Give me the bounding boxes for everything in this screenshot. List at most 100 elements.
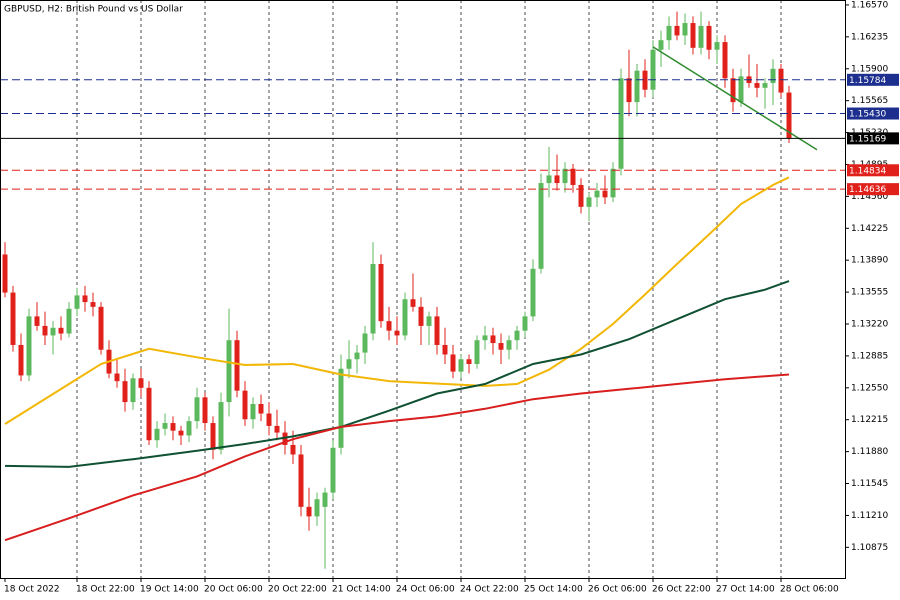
level-label: 1.14834 xyxy=(849,166,886,176)
candle-body xyxy=(210,423,216,450)
candle-body xyxy=(706,25,712,50)
candle-body xyxy=(410,299,416,307)
candle-body xyxy=(682,23,688,36)
candle-body xyxy=(314,499,320,517)
candle-body xyxy=(378,264,384,322)
plot-area xyxy=(0,0,845,578)
level-label-box xyxy=(847,183,899,196)
candle-body xyxy=(594,190,600,198)
candle-body xyxy=(250,404,256,420)
candle-body xyxy=(610,168,616,198)
candle-body xyxy=(538,183,544,269)
candle-body xyxy=(698,25,704,48)
chart-title: GBPUSD, H2: British Pound vs US Dollar xyxy=(4,5,183,15)
y-tick-label: 1.16235 xyxy=(851,32,888,42)
level-label: 1.15169 xyxy=(849,134,886,144)
candle-body xyxy=(626,78,632,103)
plot-border xyxy=(0,0,846,579)
x-tick-label: 19 Oct 14:00 xyxy=(140,585,199,595)
candle-body xyxy=(554,175,560,184)
candle-body xyxy=(114,373,120,382)
candle-body xyxy=(602,190,608,198)
candle-body xyxy=(306,506,312,517)
x-tick-label: 20 Oct 06:00 xyxy=(204,585,263,595)
candle-body xyxy=(154,428,160,441)
x-tick-label: 24 Oct 06:00 xyxy=(396,585,455,595)
level-label: 1.15784 xyxy=(849,76,886,86)
candle-body xyxy=(442,344,448,355)
candle-body xyxy=(434,316,440,345)
candle-body xyxy=(530,268,536,317)
level-label-box xyxy=(847,73,899,86)
candle-body xyxy=(226,340,232,403)
y-tick-label: 1.13220 xyxy=(851,320,888,330)
x-tick-label: 28 Oct 06:00 xyxy=(780,585,839,595)
y-tick-label: 1.15565 xyxy=(851,96,888,106)
y-tick-label: 1.14225 xyxy=(851,224,888,234)
level-label: 1.14636 xyxy=(849,185,886,195)
candle-body xyxy=(458,359,464,372)
candle-body xyxy=(218,402,224,450)
candle-body xyxy=(634,70,640,103)
candle-body xyxy=(690,23,696,48)
candle-body xyxy=(386,321,392,331)
candle-body xyxy=(130,378,136,403)
candle-body xyxy=(138,378,144,388)
candle-body xyxy=(586,197,592,207)
candle-body xyxy=(10,292,16,345)
candle-body xyxy=(58,327,64,334)
candle-body xyxy=(482,335,488,341)
y-tick-label: 1.11545 xyxy=(851,479,888,489)
candle-body xyxy=(506,340,512,350)
candle-body xyxy=(50,327,56,336)
candle-body xyxy=(618,78,624,169)
candle-body xyxy=(338,368,344,448)
candle-body xyxy=(290,444,296,455)
candle-body xyxy=(642,70,648,90)
candle-body xyxy=(274,425,280,433)
candle-body xyxy=(650,49,656,90)
y-tick-label: 1.11880 xyxy=(851,447,888,457)
candle-body xyxy=(74,295,80,309)
x-tick-label: 26 Oct 06:00 xyxy=(588,585,647,595)
candle-body xyxy=(178,430,184,436)
x-tick-label: 27 Oct 14:00 xyxy=(716,585,775,595)
candle-body xyxy=(562,168,568,184)
y-tick-label: 1.12550 xyxy=(851,383,888,393)
y-tick-label: 1.11210 xyxy=(851,511,888,521)
candle-body xyxy=(738,76,744,103)
candle-body xyxy=(322,492,328,507)
candle-body xyxy=(162,423,168,429)
candle-body xyxy=(242,390,248,420)
candle-body xyxy=(426,316,432,326)
candle-body xyxy=(258,404,264,414)
candle-body xyxy=(762,83,768,88)
x-tick-label: 18 Oct 2022 xyxy=(4,585,60,595)
candle-body xyxy=(234,340,240,391)
candle-body xyxy=(546,175,552,184)
y-tick-label: 1.16570 xyxy=(851,0,888,10)
x-tick-label: 24 Oct 22:00 xyxy=(460,585,519,595)
candle-body xyxy=(194,397,200,422)
candle-body xyxy=(26,316,32,376)
x-tick-label: 21 Oct 14:00 xyxy=(332,585,391,595)
candle-body xyxy=(266,413,272,426)
candle-body xyxy=(394,330,400,336)
candle-body xyxy=(498,343,504,350)
y-tick-label: 1.12885 xyxy=(851,351,888,361)
candle-body xyxy=(122,381,128,403)
candle-body xyxy=(418,306,424,326)
line-series xyxy=(4,373,790,542)
candle-body xyxy=(354,352,360,360)
candle-body xyxy=(490,335,496,344)
y-tick-label: 1.12215 xyxy=(851,415,888,425)
candle-body xyxy=(202,397,208,424)
candle-body xyxy=(578,184,584,207)
line-series xyxy=(4,280,790,468)
candle-body xyxy=(730,78,736,103)
candle-body xyxy=(90,302,96,307)
candle-body xyxy=(658,40,664,50)
candle-body xyxy=(402,299,408,336)
candle-body xyxy=(786,92,792,139)
